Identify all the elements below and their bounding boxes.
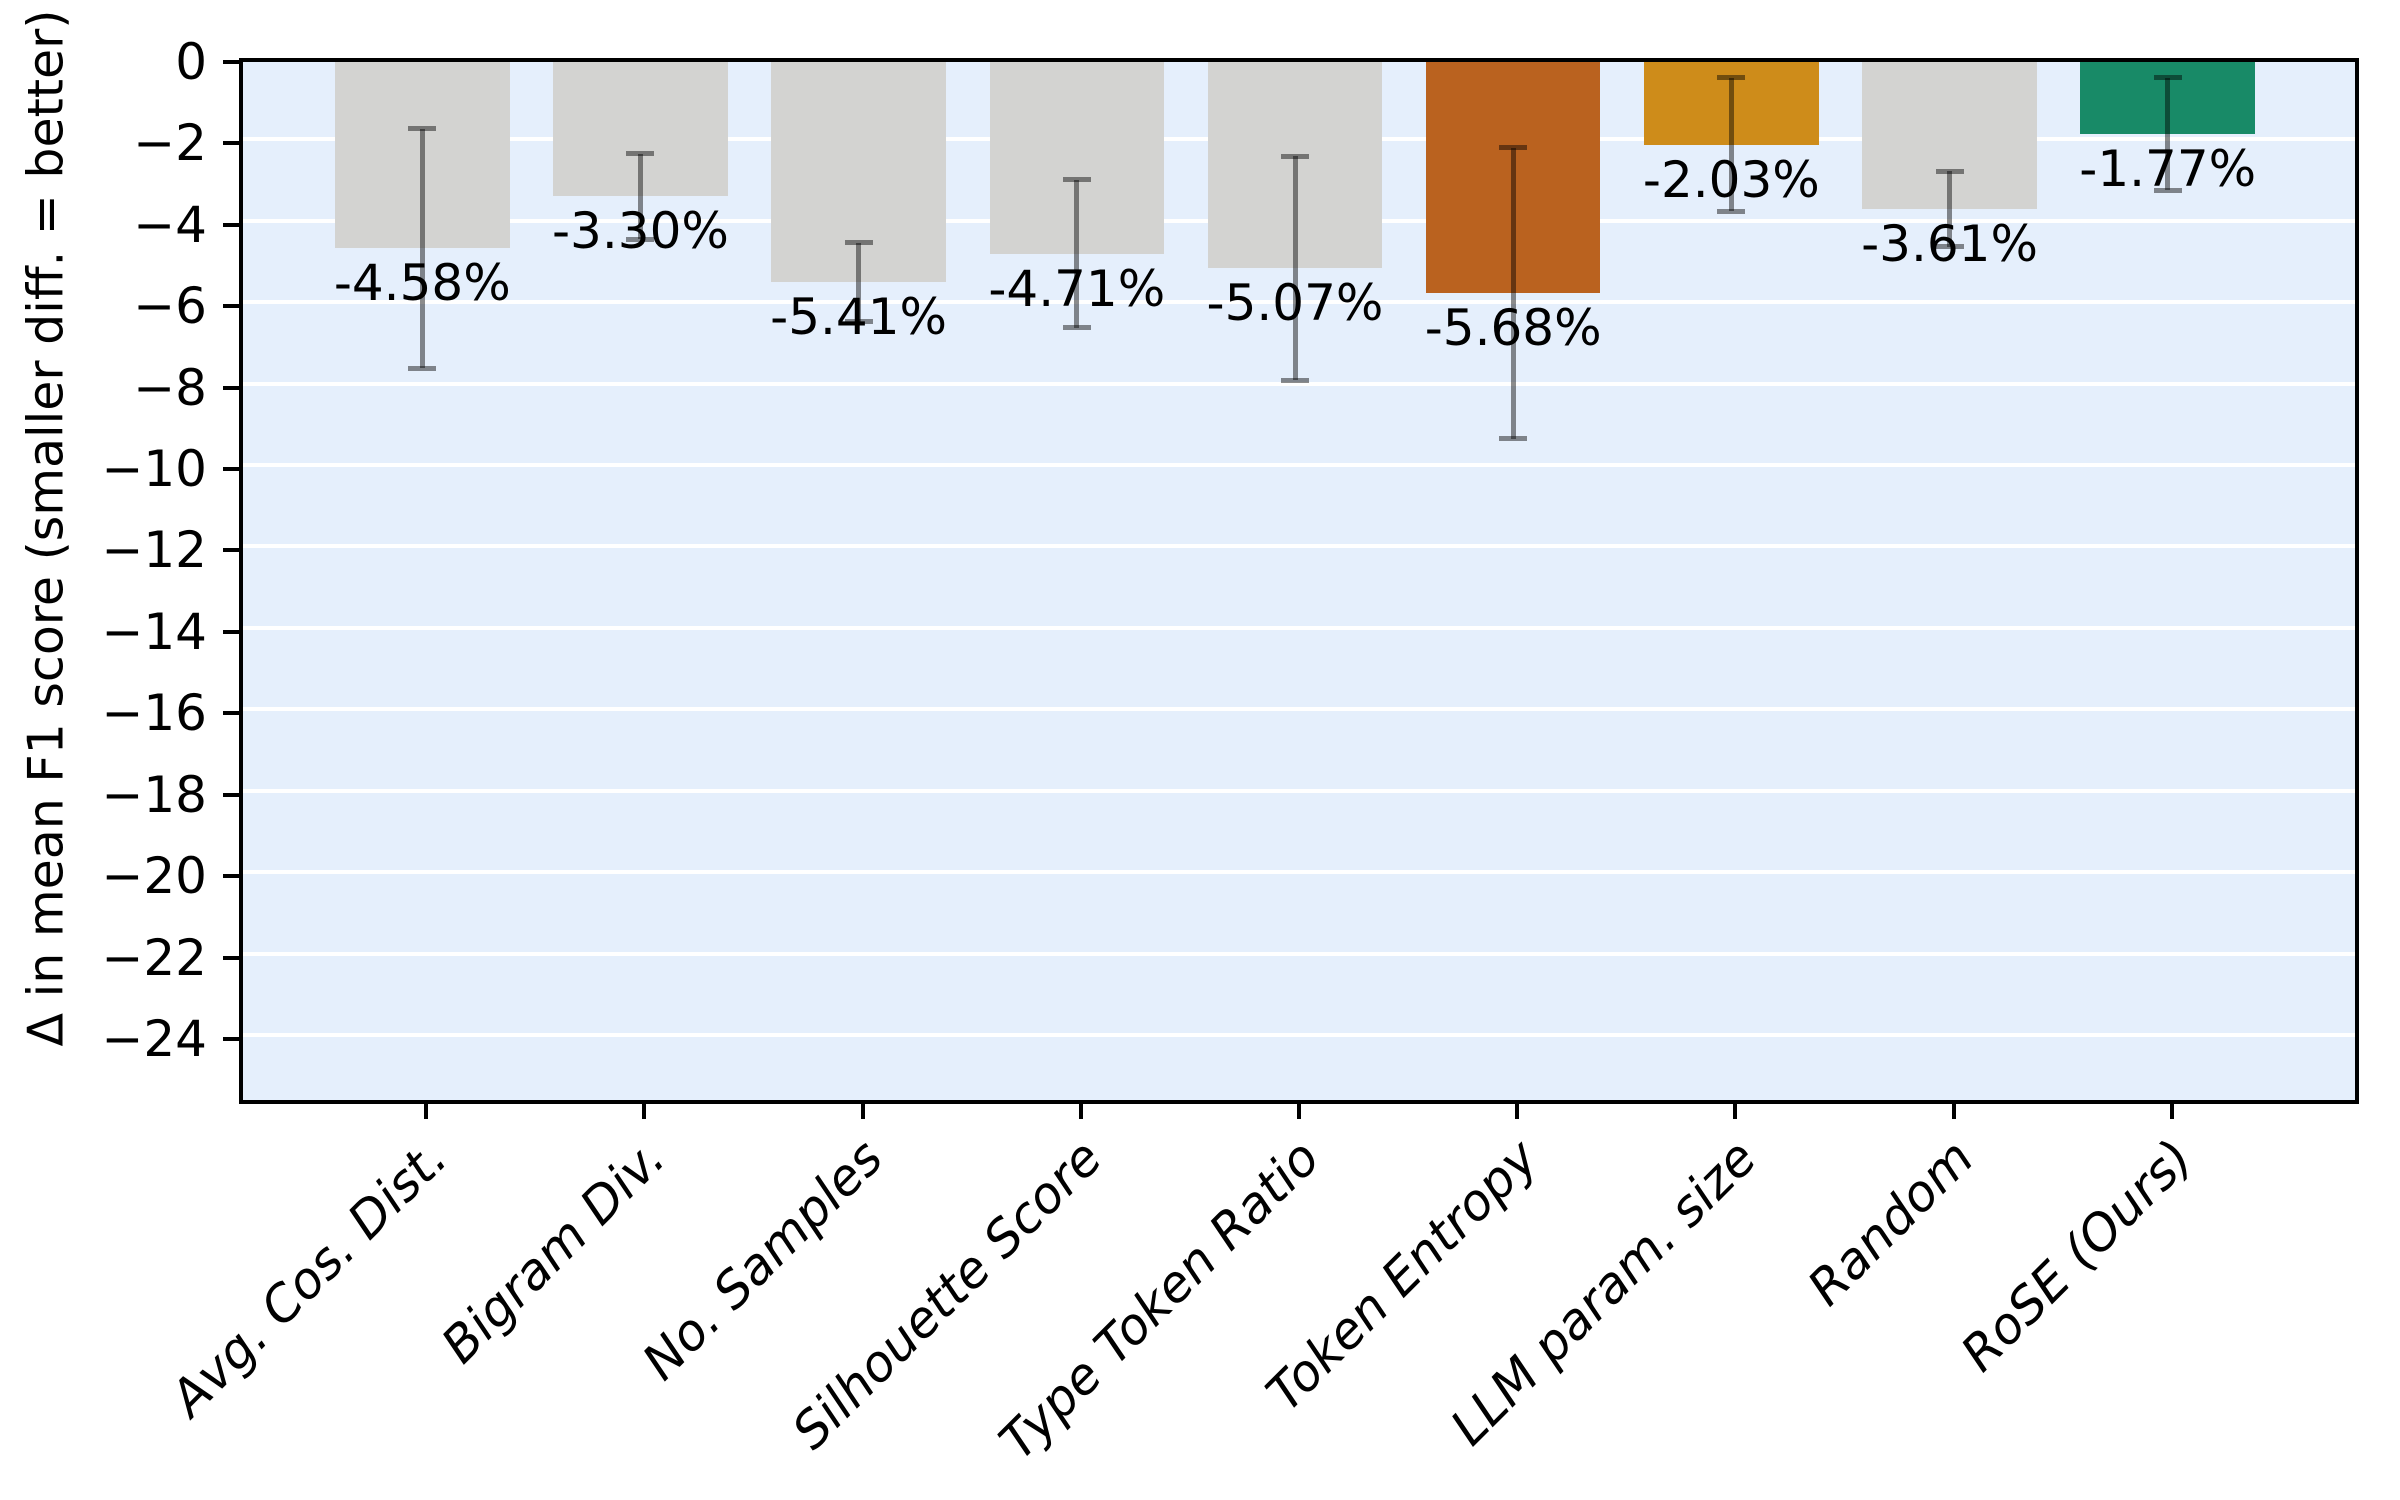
y-tick-mark (223, 548, 243, 553)
error-bar-cap (844, 319, 873, 325)
x-tick-mark (642, 1102, 647, 1119)
error-bar (1728, 77, 1734, 212)
error-bar (856, 242, 862, 322)
y-tick-label: −4 (133, 195, 207, 254)
error-bar-cap (1281, 153, 1309, 159)
x-tick-mark (2169, 1102, 2174, 1119)
y-tick-mark (223, 467, 243, 472)
x-tick-label: Random (1796, 1128, 1986, 1317)
gridline (243, 1032, 2355, 1037)
error-bar-cap (408, 126, 437, 132)
gridline (243, 544, 2355, 549)
error-bar (1074, 179, 1080, 328)
bar (1644, 62, 1819, 145)
error-bar (2165, 77, 2171, 191)
y-tick-mark (223, 60, 243, 64)
bar (989, 62, 1165, 254)
y-tick-mark (223, 141, 243, 146)
bar-value-label: -5.41% (770, 288, 948, 347)
error-bar-cap (1935, 168, 1964, 174)
error-bar-cap (1499, 145, 1528, 151)
bar-value-label: -4.71% (988, 259, 1166, 318)
error-bar-cap (408, 365, 437, 371)
x-tick-mark (860, 1102, 865, 1119)
y-tick-mark (223, 792, 243, 797)
error-bar (1292, 156, 1298, 381)
y-tick-label: −24 (101, 1009, 207, 1068)
error-bar-cap (1062, 177, 1091, 183)
y-tick-label: −10 (101, 440, 207, 499)
y-tick-label: −14 (101, 602, 207, 661)
bar-value-label: -1.77% (2079, 140, 2257, 199)
x-tick-mark (1515, 1102, 1520, 1119)
bar (553, 62, 728, 197)
error-bar-cap (844, 240, 873, 246)
x-tick-label: RoSE (Ours) (1949, 1128, 2204, 1383)
y-tick-mark (223, 711, 243, 716)
gridline (243, 381, 2355, 386)
error-bar-cap (1281, 377, 1309, 383)
y-tick-mark (223, 874, 243, 879)
error-bar (1947, 171, 1953, 247)
bar-value-label: -5.07% (1206, 274, 1384, 333)
y-tick-mark (223, 955, 243, 960)
bar (1425, 62, 1601, 294)
error-bar (419, 128, 425, 369)
y-tick-label: −16 (101, 684, 207, 743)
bar-value-label: -3.30% (552, 202, 729, 261)
y-tick-label: −12 (101, 521, 207, 580)
error-bar (637, 153, 643, 240)
bar (335, 62, 510, 249)
error-bar-cap (626, 236, 655, 242)
x-tick-mark (1951, 1102, 1956, 1119)
bar-value-label: -4.58% (333, 254, 511, 313)
bar (1862, 62, 2037, 209)
bar (771, 62, 946, 283)
y-tick-mark (223, 629, 243, 634)
y-tick-label: 0 (175, 33, 207, 91)
bar-value-label: -3.61% (1861, 214, 2038, 273)
gridline (243, 788, 2355, 793)
gridline (243, 870, 2355, 875)
bar (2080, 62, 2255, 135)
error-bar-cap (626, 151, 655, 157)
y-tick-mark (223, 222, 243, 227)
y-tick-label: −20 (101, 847, 207, 906)
bar-value-label: -5.68% (1424, 299, 1602, 358)
gridline (243, 463, 2355, 468)
error-bar-cap (1499, 436, 1528, 442)
x-tick-mark (1733, 1102, 1738, 1119)
error-bar-cap (1935, 244, 1964, 250)
x-tick-label: Bigram Div. (430, 1128, 677, 1375)
y-tick-label: −22 (101, 928, 207, 987)
y-tick-mark (223, 304, 243, 309)
x-tick-label: Avg. Cos. Dist. (159, 1128, 458, 1428)
plot-area: -4.58% -3.30% -5.41% -4.71% -5.07% -5.68% -2.0… (239, 58, 2359, 1104)
y-tick-mark (223, 385, 243, 390)
y-tick-label: −2 (133, 114, 207, 173)
bar (1207, 62, 1383, 269)
error-bar-cap (1717, 208, 1746, 214)
error-bar-cap (2153, 187, 2182, 193)
gridline (243, 300, 2355, 305)
gridline (243, 707, 2355, 712)
error-bar-cap (1062, 325, 1091, 331)
y-tick-label: −18 (101, 765, 207, 824)
gridline (243, 625, 2355, 630)
bar-value-label: -2.03% (1642, 150, 1820, 209)
y-tick-label: −8 (133, 358, 207, 417)
error-bar (1510, 147, 1516, 439)
gridline (243, 951, 2355, 956)
y-tick-label: −6 (133, 277, 207, 336)
x-tick-mark (1078, 1102, 1083, 1119)
x-tick-mark (1297, 1102, 1301, 1119)
y-tick-mark (223, 1036, 243, 1041)
error-bar-cap (2153, 75, 2182, 81)
x-tick-mark (424, 1102, 429, 1119)
error-bar-cap (1717, 75, 1746, 81)
